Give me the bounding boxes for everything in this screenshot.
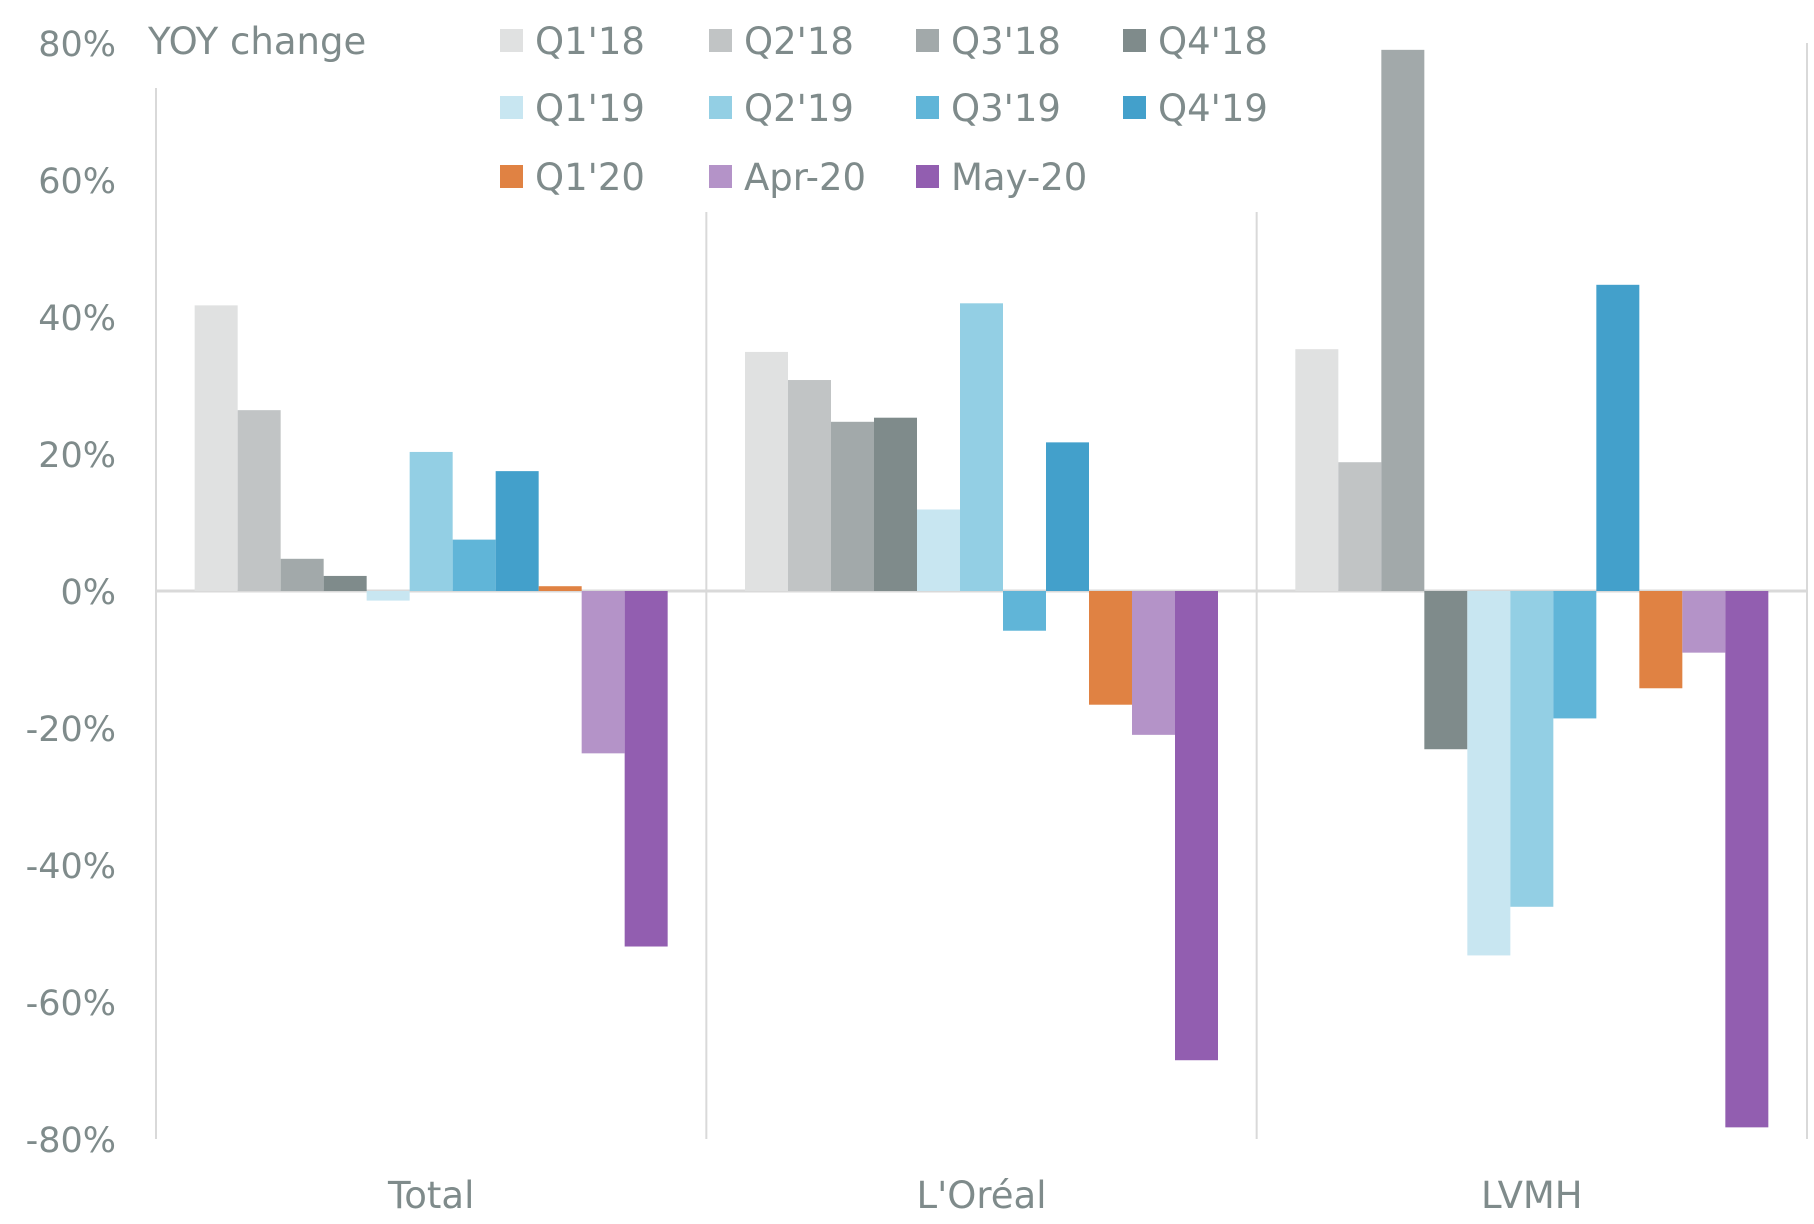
bar-q2-19-total xyxy=(409,451,453,591)
legend-swatch xyxy=(1123,96,1146,119)
bar-q4-18-l-or-al xyxy=(874,417,917,591)
y-tick-label: -60% xyxy=(26,984,116,1024)
bar-apr-20-lvmh xyxy=(1682,591,1726,653)
legend-swatch xyxy=(709,165,732,188)
bar-q1-18-total xyxy=(194,305,238,591)
y-tick-label: 40% xyxy=(38,299,116,339)
bar-q2-18-l-or-al xyxy=(788,380,831,591)
bar-q4-19-lvmh xyxy=(1596,284,1640,591)
bar-q1-18-lvmh xyxy=(1295,349,1339,591)
category-label: L'Oréal xyxy=(916,1174,1046,1217)
legend-swatch xyxy=(916,29,939,52)
legend-label: Q1'19 xyxy=(535,87,645,130)
legend: Q1'18 Q2'18 Q3'18 Q4'18 Q1'19 Q2'19 Q3'19 Q4'19… xyxy=(500,20,1268,199)
legend-swatch xyxy=(916,96,939,119)
legend-label: Q4'18 xyxy=(1158,20,1268,63)
bars xyxy=(194,49,1769,1128)
legend-label: Q4'19 xyxy=(1158,87,1268,130)
legend-swatch xyxy=(500,29,523,52)
bar-q3-19-total xyxy=(452,539,496,591)
y-tick-label: 20% xyxy=(38,436,116,476)
legend-label: Q2'18 xyxy=(744,20,854,63)
y-tick-label: 60% xyxy=(38,162,116,202)
bar-q3-18-total xyxy=(280,558,324,591)
bar-q2-18-total xyxy=(237,410,281,591)
y-tick-label: 0% xyxy=(60,573,116,613)
legend-label: May-20 xyxy=(951,156,1087,199)
legend-label: Q1'18 xyxy=(535,20,645,63)
bar-q4-19-total xyxy=(495,471,539,591)
bar-q3-19-lvmh xyxy=(1553,591,1597,719)
legend-swatch xyxy=(500,165,523,188)
bar-q4-18-lvmh xyxy=(1424,591,1468,750)
y-tick-label: -20% xyxy=(26,710,116,750)
bar-q1-19-total xyxy=(366,591,410,601)
legend-label: Q2'19 xyxy=(744,87,854,130)
bar-apr-20-l-or-al xyxy=(1132,591,1175,735)
bar-q1-20-total xyxy=(538,586,582,591)
bar-q1-18-l-or-al xyxy=(745,351,788,591)
bar-may-20-lvmh xyxy=(1725,591,1769,1128)
bar-may-20-total xyxy=(624,591,668,947)
bar-q3-18-l-or-al xyxy=(831,421,874,591)
bar-q1-20-l-or-al xyxy=(1089,591,1132,705)
legend-swatch xyxy=(500,96,523,119)
bar-may-20-l-or-al xyxy=(1175,591,1218,1061)
y-tick-label: -80% xyxy=(26,1121,116,1161)
y-axis-label: YOY change xyxy=(147,20,366,63)
bar-q3-19-l-or-al xyxy=(1003,591,1046,631)
bar-q2-19-lvmh xyxy=(1510,591,1554,907)
bar-q4-19-l-or-al xyxy=(1046,442,1089,591)
bar-q2-19-l-or-al xyxy=(960,303,1003,591)
legend-swatch xyxy=(916,165,939,188)
bar-q4-18-total xyxy=(323,575,367,591)
bar-apr-20-total xyxy=(581,591,625,754)
bar-q2-18-lvmh xyxy=(1338,462,1382,591)
legend-swatch xyxy=(709,96,732,119)
legend-label: Q3'19 xyxy=(951,87,1061,130)
category-label: LVMH xyxy=(1481,1174,1583,1217)
bar-q1-20-lvmh xyxy=(1639,591,1683,689)
legend-label: Q3'18 xyxy=(951,20,1061,63)
legend-swatch xyxy=(709,29,732,52)
legend-swatch xyxy=(1123,29,1146,52)
legend-label: Apr-20 xyxy=(744,156,866,199)
legend-label: Q1'20 xyxy=(535,156,645,199)
category-label: Total xyxy=(387,1174,474,1217)
y-tick-label: -40% xyxy=(26,847,116,887)
bar-q1-19-lvmh xyxy=(1467,591,1511,956)
bar-q1-19-l-or-al xyxy=(917,509,960,591)
bar-q3-18-lvmh xyxy=(1381,49,1425,592)
y-tick-label: 80% xyxy=(38,25,116,65)
